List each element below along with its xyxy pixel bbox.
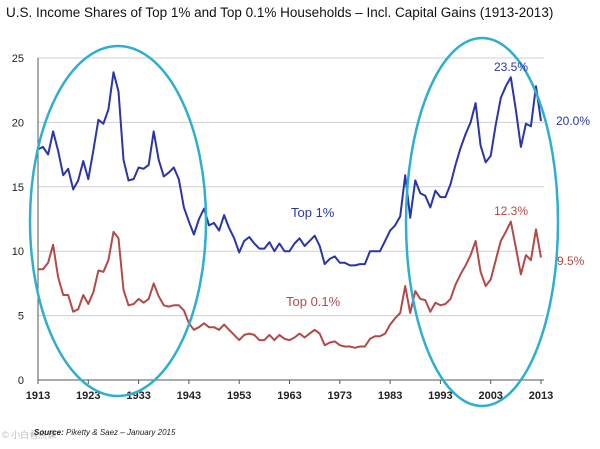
series-annotations: Top 1% Top 0.1% 23.5% 20.0% 12.3% 9.5% xyxy=(286,60,590,309)
x-tick-label: 1913 xyxy=(26,390,50,402)
highlight-circles xyxy=(28,36,560,408)
x-tick-label: 2003 xyxy=(478,390,502,402)
x-tick-label: 1983 xyxy=(378,390,402,402)
annotation-peak-top1: 23.5% xyxy=(494,60,528,74)
highlight-circle-early xyxy=(28,44,208,398)
y-tick-label: 10 xyxy=(12,246,24,258)
series-lines xyxy=(37,71,542,349)
source-note: Source: Piketty & Saez – January 2015 xyxy=(34,428,175,437)
watermark: © 小白看点课 xyxy=(2,430,57,440)
chart-title: U.S. Income Shares of Top 1% and Top 0.1… xyxy=(6,5,554,20)
label-top1: Top 1% xyxy=(291,205,335,220)
label-top01: Top 0.1% xyxy=(286,294,341,309)
y-tick-label: 20 xyxy=(12,117,24,129)
x-tick-label: 1943 xyxy=(177,390,201,402)
x-tick-label: 1963 xyxy=(277,390,301,402)
x-tick-labels: 1913 1923 1933 1943 1953 1963 1973 1983 1993 2003… xyxy=(26,390,553,402)
source-text: Piketty & Saez – January 2015 xyxy=(66,428,176,437)
annotation-peak-top01: 12.3% xyxy=(494,204,528,218)
y-tick-label: 0 xyxy=(18,375,24,387)
y-tick-label: 5 xyxy=(18,311,24,323)
source-label: Source: xyxy=(34,428,64,437)
x-tick-label: 1923 xyxy=(76,390,100,402)
annotation-end-top01: 9.5% xyxy=(557,254,585,268)
x-tick-label: 2013 xyxy=(529,390,553,402)
grid-lines xyxy=(38,57,544,317)
x-tick-label: 1953 xyxy=(227,390,251,402)
x-tick-label: 1973 xyxy=(328,390,352,402)
annotation-end-top1: 20.0% xyxy=(556,114,590,128)
highlight-circle-recent xyxy=(404,36,560,408)
y-tick-labels: 0 5 10 15 20 25 xyxy=(12,53,24,387)
x-tick-label: 1993 xyxy=(428,390,452,402)
y-tick-label: 15 xyxy=(12,182,24,194)
series-line-top1 xyxy=(37,71,542,267)
axes xyxy=(37,58,544,384)
series-line-top01 xyxy=(38,220,542,349)
y-tick-label: 25 xyxy=(12,53,24,65)
